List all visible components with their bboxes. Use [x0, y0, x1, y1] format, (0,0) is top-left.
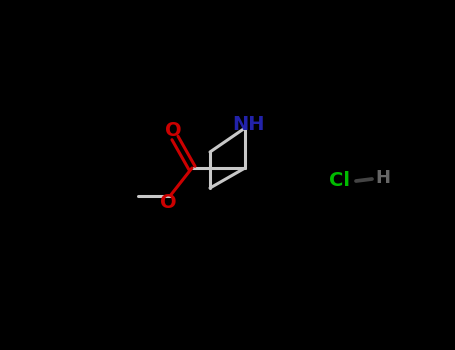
- Text: O: O: [160, 194, 177, 212]
- Text: O: O: [165, 120, 181, 140]
- Text: NH: NH: [232, 114, 264, 133]
- Text: Cl: Cl: [329, 170, 350, 189]
- Text: H: H: [375, 169, 390, 187]
